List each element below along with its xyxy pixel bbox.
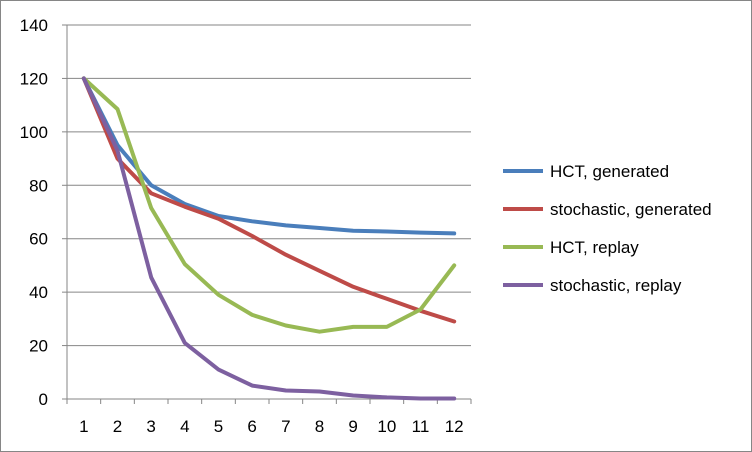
series-line-stochastic-generated xyxy=(81,76,457,324)
legend-label-stochastic-generated: stochastic, generated xyxy=(550,200,712,219)
x-tick-label-12: 12 xyxy=(445,417,464,436)
y-tick-label-20: 20 xyxy=(29,337,48,356)
x-tick-label-4: 4 xyxy=(180,417,189,436)
legend-label-stochastic-replay: stochastic, replay xyxy=(550,276,682,295)
y-tick-label-60: 60 xyxy=(29,230,48,249)
y-axis-ticks: 0 20 40 60 80 100 120 140 xyxy=(20,16,67,409)
axes xyxy=(66,25,471,400)
series-lines xyxy=(81,76,457,401)
x-tick-label-6: 6 xyxy=(247,417,256,436)
y-tick-label-140: 140 xyxy=(20,16,48,35)
x-tick-label-7: 7 xyxy=(281,417,290,436)
x-tick-label-9: 9 xyxy=(348,417,357,436)
series-line-hct-replay xyxy=(81,76,457,334)
x-tick-label-10: 10 xyxy=(377,417,396,436)
y-tick-label-80: 80 xyxy=(29,176,48,195)
gridlines xyxy=(67,24,471,347)
series-line-hct-generated xyxy=(81,76,457,236)
y-tick-label-100: 100 xyxy=(20,123,48,142)
x-tick-label-3: 3 xyxy=(146,417,155,436)
y-tick-label-0: 0 xyxy=(39,390,48,409)
x-tick-label-5: 5 xyxy=(214,417,223,436)
x-axis-ticks: 1 2 3 4 5 6 7 8 9 10 11 12 xyxy=(66,399,472,436)
x-tick-label-11: 11 xyxy=(412,417,430,436)
legend-label-hct-replay: HCT, replay xyxy=(550,238,639,257)
x-tick-label-2: 2 xyxy=(113,417,122,436)
legend: HCT, generated stochastic, generated HCT, … xyxy=(503,162,712,295)
x-tick-label-8: 8 xyxy=(315,417,324,436)
series-line-stochastic-replay xyxy=(81,76,457,401)
legend-label-hct-generated: HCT, generated xyxy=(550,162,669,181)
y-tick-label-120: 120 xyxy=(20,69,48,88)
y-tick-label-40: 40 xyxy=(29,283,48,302)
x-tick-label-1: 1 xyxy=(79,417,88,436)
